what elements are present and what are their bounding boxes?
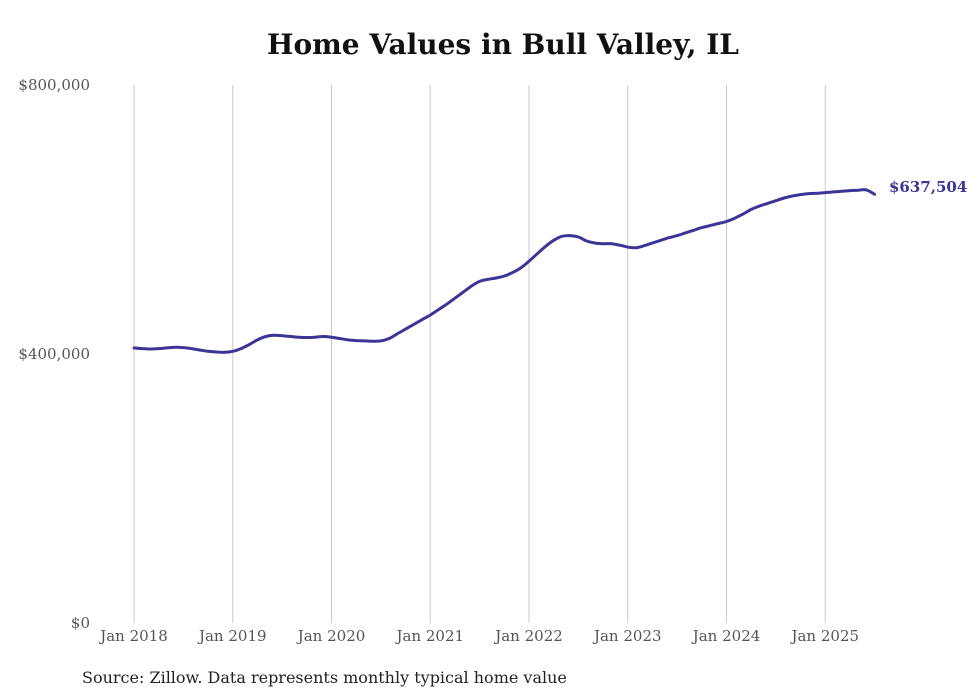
x-tick-label: Jan 2025: [789, 627, 859, 645]
y-tick-label: $0: [71, 614, 90, 632]
x-tick-label: Jan 2023: [592, 627, 662, 645]
source-note: Source: Zillow. Data represents monthly …: [82, 668, 567, 687]
end-label-layer: $637,504: [889, 178, 967, 196]
x-tick-label: Jan 2024: [691, 627, 761, 645]
y-axis-ticks: $0 $400,000 $800,000: [18, 76, 90, 632]
x-tick-label: Jan 2022: [493, 627, 563, 645]
gridlines: [133, 85, 826, 623]
x-tick-label: Jan 2020: [296, 627, 366, 645]
end-value-label: $637,504: [889, 178, 967, 196]
series-line: [132, 188, 877, 354]
series-layer: [132, 188, 877, 354]
y-tick-label: $400,000: [18, 345, 90, 363]
x-axis-ticks: Jan 2018 Jan 2019 Jan 2020 Jan 2021 Jan 2022…: [98, 627, 859, 645]
x-tick-label: Jan 2021: [394, 627, 464, 645]
y-tick-label: $800,000: [18, 76, 90, 94]
chart-title: Home Values in Bull Valley, IL: [267, 28, 739, 61]
x-tick-label: Jan 2018: [98, 627, 168, 645]
x-tick-label: Jan 2019: [197, 627, 267, 645]
